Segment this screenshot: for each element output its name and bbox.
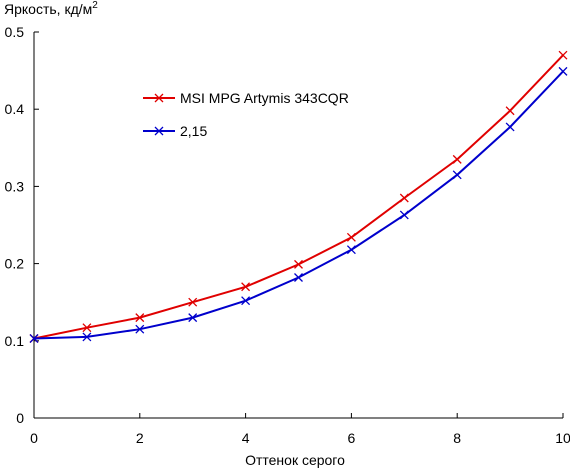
data-point: [294, 273, 303, 282]
y-axis-title-text: Яркость, кд/м: [4, 1, 92, 17]
svg-text:Яркость, кд/м2: Яркость, кд/м2: [4, 0, 98, 17]
data-point: [188, 297, 198, 307]
series-line-2: [33, 70, 564, 340]
y-tick-label: 0.2: [5, 256, 25, 272]
data-point: [294, 259, 303, 269]
x-tick-label: 10: [555, 430, 570, 446]
legend-label-2: 2,15: [180, 123, 207, 139]
data-point: [241, 296, 251, 306]
legend-marker-2: [154, 126, 164, 136]
x-tick-label: 0: [30, 430, 38, 446]
data-point: [346, 245, 356, 255]
x-tick-label: 4: [242, 430, 250, 446]
y-tick-label: 0.4: [5, 101, 25, 117]
data-point: [452, 154, 462, 164]
data-point: [452, 170, 462, 180]
plot-area: 0 0.1 0.2 0.3 0.4 0.5 0 2 4 6 8 10 MSI MPG Artymis 3…: [5, 24, 570, 446]
y-tick-label: 0.5: [5, 24, 25, 40]
data-point: [558, 66, 568, 76]
data-point: [346, 232, 356, 242]
x-tick-label: 2: [136, 430, 144, 446]
y-axis-title: Яркость, кд/м2: [4, 0, 98, 17]
data-point: [399, 193, 409, 203]
data-point: [82, 332, 92, 342]
x-axis-title: Оттенок серого: [245, 452, 345, 468]
data-point: [188, 313, 198, 323]
y-tick-label: 0.3: [5, 178, 25, 194]
data-point: [241, 282, 251, 292]
data-point: [505, 122, 515, 132]
y-axis-title-superscript: 2: [92, 0, 98, 11]
legend-marker-1: [154, 93, 164, 103]
legend-label-1: MSI MPG Artymis 343CQR: [180, 90, 349, 106]
x-tick-label: 6: [348, 430, 356, 446]
y-tick-label: 0.1: [5, 333, 25, 349]
data-point: [29, 334, 39, 343]
y-tick-label: 0: [16, 410, 24, 426]
data-point: [135, 324, 145, 334]
data-point: [558, 50, 568, 60]
data-point: [82, 323, 92, 333]
data-point: [505, 106, 515, 116]
x-tick-label: 8: [453, 430, 461, 446]
data-point: [135, 313, 145, 323]
data-point: [399, 210, 409, 220]
